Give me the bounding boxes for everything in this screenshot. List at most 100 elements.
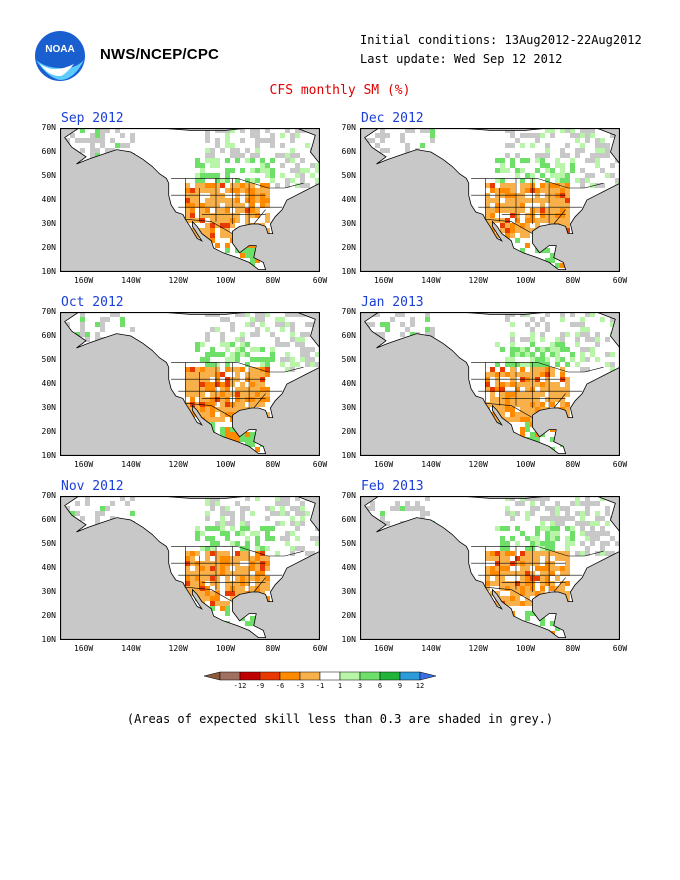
lon-label: 100W (215, 276, 236, 285)
lon-label: 100W (515, 276, 536, 285)
lon-label: 60W (312, 276, 328, 285)
colorbar-label: -12 (234, 682, 247, 690)
noaa-logo: NOAA (35, 31, 85, 81)
lat-label: 50N (41, 539, 56, 548)
lat-label: 30N (41, 219, 56, 228)
boundaries (171, 546, 304, 602)
panel-title-dec-2012: Dec 2012 (361, 111, 424, 126)
colorbar-swatch (299, 671, 321, 681)
map-panel-oct-2012: 70N 60N 50N 40N 30N 20N 10N 160W 140W 120W 100W 80W… (42, 307, 328, 469)
lat-label: 30N (341, 403, 356, 412)
colorbar-label: 6 (378, 682, 382, 690)
lon-label: 80W (265, 276, 280, 285)
lat-label: 50N (41, 171, 56, 180)
lon-label: 80W (265, 460, 280, 469)
map-frame (60, 128, 320, 272)
lat-label: 20N (341, 611, 356, 620)
lon-label: 60W (612, 644, 628, 653)
lat-label: 60N (341, 147, 356, 156)
lat-label: 20N (341, 243, 356, 252)
figure-title: CFS monthly SM (%) (269, 83, 411, 98)
lon-label: 100W (515, 460, 536, 469)
lon-label: 140W (121, 644, 141, 653)
coastline (364, 128, 620, 271)
lat-label: 40N (41, 379, 56, 388)
lon-label: 80W (565, 276, 580, 285)
panel-title-jan-2013: Jan 2013 (361, 295, 424, 310)
lat-label: 70N (341, 491, 356, 500)
colorbar-swatch (259, 671, 281, 681)
panel-title-oct-2012: Oct 2012 (61, 295, 124, 310)
panel-title-nov-2012: Nov 2012 (61, 479, 124, 494)
noaa-logo-text: NOAA (45, 44, 74, 55)
lon-label: 80W (565, 644, 580, 653)
map-panel-feb-2013: 70N 60N 50N 40N 30N 20N 10N 160W 140W 120W 100W 80W… (342, 491, 628, 653)
lon-label: 60W (612, 460, 628, 469)
lon-label: 120W (468, 644, 488, 653)
colorbar-label: 1 (338, 682, 342, 690)
lon-label: 160W (73, 460, 94, 469)
lat-label: 60N (41, 147, 56, 156)
lat-label: 40N (341, 379, 356, 388)
coastline (364, 496, 620, 639)
lon-label: 120W (168, 644, 188, 653)
last-update: Last update: Wed Sep 12 2012 (360, 52, 563, 66)
lon-label: 100W (215, 644, 236, 653)
boundaries (471, 546, 604, 602)
map-svg (360, 312, 620, 456)
lat-label: 70N (41, 491, 56, 500)
colorbar-label: 9 (398, 682, 402, 690)
boundaries (171, 362, 304, 418)
map-panel-sep-2012: 70N 60N 50N 40N 30N 20N 10N 160W 140W 120W 100W 80W… (42, 123, 328, 285)
colorbar-label: -9 (256, 682, 264, 690)
lat-label: 10N (341, 635, 356, 644)
lon-label: 160W (373, 644, 394, 653)
map-frame (360, 312, 620, 456)
lon-label: 140W (121, 460, 141, 469)
skill-note: (Areas of expected skill less than 0.3 a… (126, 712, 554, 726)
lon-label: 120W (468, 276, 488, 285)
colorbar-label: -6 (276, 682, 284, 690)
lat-label: 10N (341, 451, 356, 460)
colorbar-label: 3 (358, 682, 362, 690)
lat-label: 30N (41, 403, 56, 412)
lon-label: 160W (373, 276, 394, 285)
lat-label: 10N (41, 267, 56, 276)
boundaries (471, 362, 604, 418)
lat-label: 30N (341, 587, 356, 596)
lon-label: 60W (612, 276, 628, 285)
map-svg (360, 128, 620, 272)
coastline (64, 496, 320, 639)
map-frame (60, 496, 320, 640)
colorbar-label: 12 (416, 682, 424, 690)
map-panel-nov-2012: 70N 60N 50N 40N 30N 20N 10N 160W 140W 120W 100W 80W… (42, 491, 328, 653)
colorbar-swatch (279, 671, 301, 681)
map-panel-jan-2013: 70N 60N 50N 40N 30N 20N 10N 160W 140W 120W 100W 80W… (342, 307, 628, 469)
lat-label: 10N (41, 451, 56, 460)
lat-label: 60N (341, 515, 356, 524)
coastline (64, 128, 320, 271)
map-frame (360, 496, 620, 640)
coastline (364, 312, 620, 455)
map-frame (360, 128, 620, 272)
map-frame (60, 312, 320, 456)
lat-label: 30N (41, 587, 56, 596)
panel-title-sep-2012: Sep 2012 (61, 111, 124, 126)
colorbar-swatch (319, 671, 341, 681)
lat-label: 60N (41, 331, 56, 340)
coastline (64, 312, 320, 455)
lat-label: 10N (341, 267, 356, 276)
lon-label: 140W (421, 276, 441, 285)
lat-label: 20N (41, 427, 56, 436)
lon-label: 60W (312, 460, 328, 469)
lon-label: 120W (468, 460, 488, 469)
lat-label: 20N (341, 427, 356, 436)
colorbar-label: -1 (316, 682, 324, 690)
colorbar-min-arrow (203, 671, 221, 681)
lat-label: 40N (41, 195, 56, 204)
boundaries (471, 178, 604, 234)
lat-label: 30N (341, 219, 356, 228)
colorbar-max-arrow (419, 671, 437, 681)
lon-label: 100W (515, 644, 536, 653)
lon-label: 80W (265, 644, 280, 653)
